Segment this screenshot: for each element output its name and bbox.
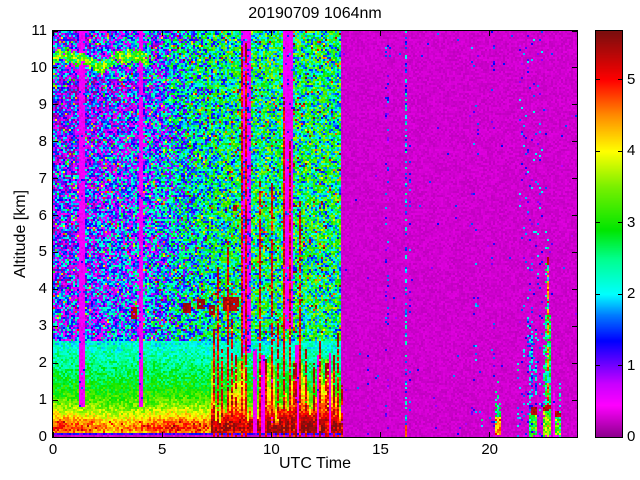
y-tick-mark (53, 399, 58, 401)
colorbar-tick-label: 0 (627, 428, 636, 445)
y-tick-mark (53, 325, 58, 327)
y-tick-mark (53, 251, 58, 253)
chart-title: 20190709 1064nm (248, 5, 382, 22)
y-tick-mark (53, 141, 58, 143)
y-tick-mark (572, 362, 577, 364)
x-tick-mark (489, 31, 491, 36)
colorbar-tick-mark (596, 436, 600, 438)
plot-area (52, 30, 578, 438)
y-tick-label: 0 (38, 428, 47, 445)
y-tick-mark (53, 288, 58, 290)
y-tick-mark (53, 67, 58, 69)
y-tick-mark (572, 178, 577, 180)
y-tick-mark (572, 215, 577, 217)
colorbar-tick-label: 1 (627, 356, 636, 374)
y-tick-mark (53, 178, 58, 180)
y-tick-label: 2 (38, 354, 47, 372)
x-tick-mark (161, 31, 163, 36)
x-tick-mark (52, 31, 54, 36)
y-tick-label: 3 (38, 317, 47, 335)
colorbar-tick-mark (596, 365, 600, 367)
y-tick-label: 7 (38, 169, 47, 187)
colorbar-tick-label: 4 (627, 142, 636, 160)
y-tick-mark (572, 325, 577, 327)
colorbar (595, 30, 623, 438)
colorbar-tick-label: 5 (627, 70, 636, 88)
colorbar-tick-mark (596, 150, 600, 152)
colorbar-tick-label: 2 (627, 285, 636, 303)
x-tick-label: 20 (481, 441, 498, 458)
x-tick-mark (489, 432, 491, 437)
x-tick-label: 10 (262, 441, 280, 458)
y-tick-mark (572, 436, 577, 438)
y-tick-label: 5 (38, 243, 47, 261)
colorbar-tick-label: 3 (627, 213, 636, 231)
y-tick-label: 10 (30, 58, 47, 76)
colorbar-tick-mark (618, 79, 622, 81)
x-tick-mark (52, 432, 54, 437)
y-tick-mark (572, 399, 577, 401)
x-tick-mark (270, 432, 272, 437)
colorbar-tick-mark (596, 79, 600, 81)
x-axis-label: UTC Time (279, 455, 351, 472)
x-tick-label: 5 (157, 441, 167, 458)
colorbar-gradient-canvas (596, 31, 622, 437)
y-tick-label: 11 (31, 22, 47, 39)
colorbar-tick-mark (596, 293, 600, 295)
x-tick-mark (161, 432, 163, 437)
y-tick-label: 9 (38, 95, 47, 113)
y-tick-mark (572, 67, 577, 69)
y-tick-mark (53, 104, 58, 106)
colorbar-tick-mark (618, 365, 622, 367)
y-tick-mark (572, 104, 577, 106)
x-tick-mark (380, 31, 381, 36)
y-tick-mark (572, 251, 577, 253)
colorbar-tick-mark (618, 436, 622, 438)
y-axis-label: Altitude [km] (12, 189, 29, 279)
y-tick-mark (572, 141, 577, 143)
y-tick-mark (53, 215, 58, 217)
y-tick-label: 6 (38, 206, 47, 224)
y-tick-label: 1 (38, 391, 47, 409)
heatmap-canvas (53, 31, 577, 437)
x-tick-label: 0 (48, 441, 58, 458)
y-tick-mark (53, 362, 58, 364)
y-tick-mark (53, 30, 58, 32)
y-tick-label: 4 (38, 280, 47, 298)
colorbar-tick-mark (596, 222, 600, 224)
x-tick-mark (270, 31, 272, 36)
y-tick-mark (572, 288, 577, 290)
y-tick-mark (572, 30, 577, 32)
x-tick-mark (380, 432, 381, 437)
x-tick-label: 15 (372, 441, 389, 458)
y-tick-label: 8 (38, 132, 47, 150)
colorbar-tick-mark (618, 222, 622, 224)
colorbar-tick-mark (618, 293, 622, 295)
y-tick-mark (53, 436, 58, 438)
colorbar-tick-mark (618, 150, 622, 152)
